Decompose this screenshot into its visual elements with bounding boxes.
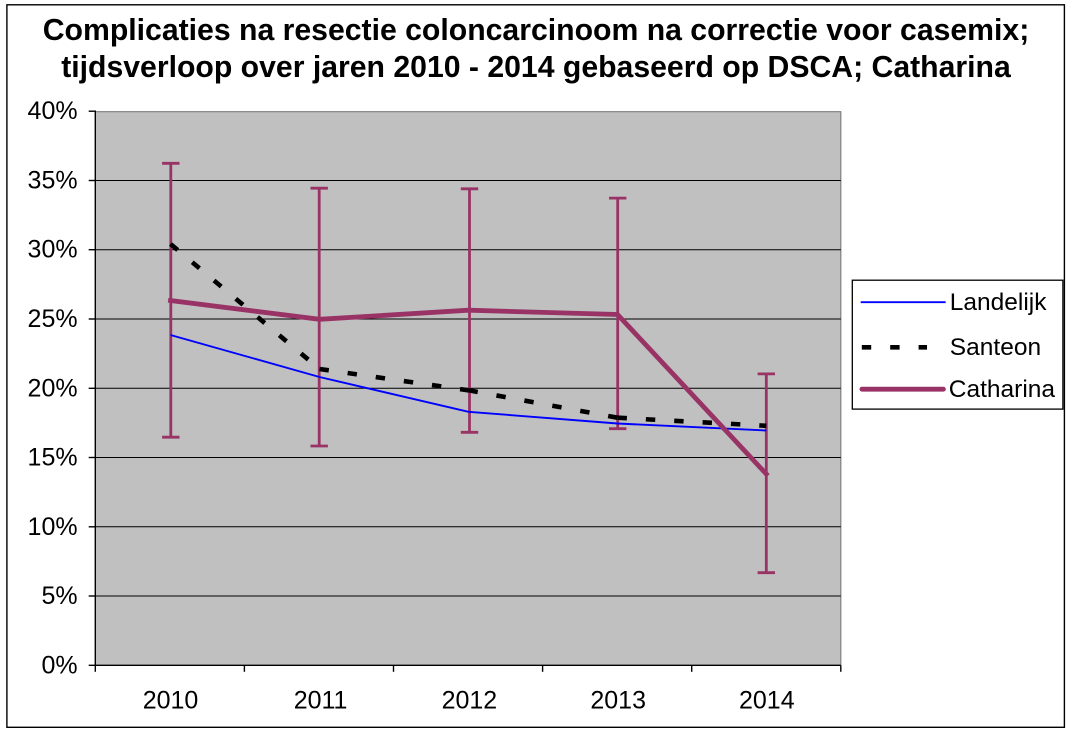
svg-text:20%: 20% — [28, 374, 78, 402]
svg-text:2013: 2013 — [590, 687, 646, 715]
svg-text:2010: 2010 — [143, 687, 199, 715]
svg-text:25%: 25% — [28, 305, 78, 333]
svg-text:30%: 30% — [28, 236, 78, 264]
svg-text:2012: 2012 — [442, 687, 498, 715]
svg-text:2011: 2011 — [294, 687, 348, 715]
svg-text:10%: 10% — [28, 513, 78, 541]
svg-text:tijdsverloop over jaren 2010 -: tijdsverloop over jaren 2010 - 2014 geba… — [61, 51, 1011, 84]
svg-text:0%: 0% — [41, 651, 77, 679]
svg-text:Complicaties na resectie colon: Complicaties na resectie coloncarcinoom … — [43, 14, 1030, 47]
svg-text:15%: 15% — [28, 444, 78, 472]
svg-text:5%: 5% — [41, 582, 77, 610]
svg-text:Landelijk: Landelijk — [950, 289, 1047, 316]
svg-text:40%: 40% — [28, 97, 78, 125]
svg-text:Catharina: Catharina — [949, 376, 1056, 403]
svg-text:2014: 2014 — [739, 687, 795, 715]
svg-text:Santeon: Santeon — [950, 334, 1041, 361]
svg-text:35%: 35% — [28, 167, 78, 195]
